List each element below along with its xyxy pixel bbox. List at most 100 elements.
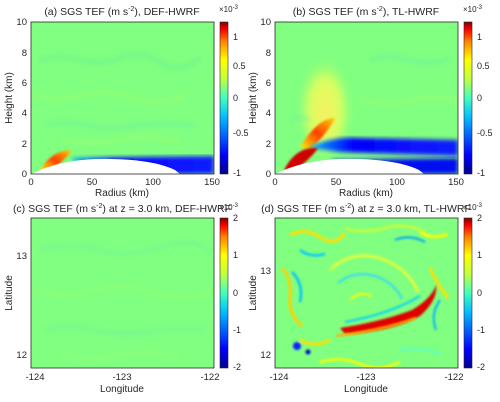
panel-a-ytick: 10 (16, 17, 27, 28)
panel-b-cbar-tick: 0 (477, 93, 482, 103)
panel-b-cbar-tick: 0.5 (477, 61, 490, 71)
panel-b-colorbar-ramp (463, 21, 473, 175)
panel-c-title: (c) SGS TEF (m s-2) at z = 3.0 km, DEF-H… (13, 203, 231, 215)
panel-c-colorbar-exponent: ×10-3 (219, 203, 239, 212)
panel-b-colorbar: ×10-3 1 0.5 0 -0.5 -1 (463, 5, 493, 178)
panel-d-colorbar-exponent: ×10-3 (463, 203, 483, 212)
panel-a-title: (a) SGS TEF (m s-2), DEF-HWRF (44, 6, 199, 18)
panel-b-colorbar-exponent: ×10-3 (463, 5, 483, 14)
panel-c-cbar-tick: 1 (233, 250, 238, 260)
panel-a-terrain (31, 158, 180, 174)
panel-d-eddies (280, 224, 450, 368)
panel-c-colorbar-ramp (219, 217, 229, 369)
panel-d-yticks: 12 13 (260, 266, 271, 361)
panel-b: (b) SGS TEF (m s-2), TL-HWRF 0 2 4 6 8 1… (248, 5, 493, 199)
panel-c-yticks: 12 13 (16, 251, 27, 361)
panel-d-cbar-tick: 1 (477, 250, 482, 260)
panel-a-cbar-tick: 0.5 (233, 61, 246, 71)
panel-c-ytick: 12 (16, 350, 27, 361)
panel-a-colorbar: ×10-3 1 0.5 0 -0.5 -1 (219, 5, 249, 178)
panel-b-cbar-tick: -0.5 (477, 128, 493, 138)
panel-d-ylabel: Latitude (248, 275, 259, 311)
panel-d-xtick: -122 (444, 372, 463, 383)
panel-d-colorbar: ×10-3 2 1 0 -1 -2 (463, 203, 485, 372)
panel-a-xtick: 50 (87, 177, 98, 188)
panel-d-title: (d) SGS TEF (m s-2) at z = 3.0 km, TL-HW… (261, 203, 471, 215)
panel-d-xticks: -124 -123 -122 (269, 372, 463, 383)
panel-b-ytick: 8 (266, 48, 271, 59)
panel-c-xtick: -124 (25, 372, 44, 383)
panel-a-xtick: 100 (145, 177, 161, 188)
panel-a-ytick: 0 (22, 169, 27, 180)
panel-b-xlabel: Radius (km) (339, 188, 393, 199)
panel-d-cbar-tick: -1 (477, 325, 485, 335)
panel-b-positive-max (284, 147, 318, 172)
panel-a-ytick: 8 (22, 48, 27, 59)
panel-a-xtick: 0 (28, 177, 33, 188)
panel-a-colorbar-exponent: ×10-3 (219, 5, 239, 14)
panel-a-ytick: 6 (22, 78, 27, 89)
panel-d: (d) SGS TEF (m s-2) at z = 3.0 km, TL-HW… (248, 203, 485, 395)
panel-d-xlabel: Longitude (344, 384, 388, 395)
panel-c-xtick: -122 (200, 372, 219, 383)
panel-a-ylabel: Height (km) (4, 72, 15, 124)
panel-d-xtick: -124 (269, 372, 288, 383)
panel-d-ytick: 13 (260, 266, 271, 277)
panel-a-xtick: 150 (204, 177, 220, 188)
panel-a-noise (34, 52, 202, 145)
panel-d-rainband-halo (335, 316, 417, 338)
panel-b-ytick: 4 (266, 108, 271, 119)
panel-c-cbar-tick: -2 (233, 362, 241, 372)
panel-a-ytick: 2 (22, 139, 27, 150)
panel-c-ytick: 13 (16, 251, 27, 262)
panel-a-yticks: 0 2 4 6 8 10 (16, 17, 27, 180)
panel-a-ytick: 4 (22, 108, 27, 119)
panel-a-cbar-tick: 0 (233, 93, 238, 103)
panel-b-negative-layer (308, 137, 458, 156)
panel-a-cbar-tick: -1 (233, 168, 241, 178)
panel-c-xtick: -123 (112, 372, 131, 383)
panel-b-plume (297, 45, 353, 155)
panel-d-cbar-tick: 2 (477, 213, 482, 223)
panel-b-xticks: 0 50 100 150 (272, 177, 464, 188)
panel-d-rainband (340, 285, 437, 334)
panel-b-xtick: 100 (389, 177, 405, 188)
panel-d-cbar-tick: 0 (477, 288, 482, 298)
panel-b-noise (289, 54, 458, 122)
panel-b-cbar-tick: -1 (477, 168, 485, 178)
panel-b-xtick: 50 (331, 177, 342, 188)
panel-c-xlabel: Longitude (100, 384, 144, 395)
panel-a-positive-max (40, 150, 72, 172)
panel-b-ytick: 2 (266, 139, 271, 150)
panel-b-ylabel: Height (km) (248, 72, 259, 124)
panel-c-xticks: -124 -123 -122 (25, 372, 219, 383)
panel-b-yticks: 0 2 4 6 8 10 (260, 17, 271, 180)
panel-a: (a) SGS TEF (m s-2), DEF-HWRF 0 2 4 6 8 … (4, 5, 249, 199)
panel-c-texture (34, 240, 214, 360)
panel-d-xtick: -123 (356, 372, 375, 383)
panel-d-field (275, 218, 458, 368)
panel-a-cbar-tick: 1 (233, 32, 238, 42)
panel-a-cbar-tick: -0.5 (233, 128, 249, 138)
panel-b-title: (b) SGS TEF (m s-2), TL-HWRF (293, 6, 439, 18)
panel-c-colorbar: ×10-3 2 1 0 -1 -2 (219, 203, 241, 372)
panel-c-frame (30, 217, 215, 369)
panel-a-colorbar-ramp (219, 21, 229, 175)
panel-d-colorbar-ramp (463, 217, 473, 369)
panel-a-xlabel: Radius (km) (95, 188, 149, 199)
panel-b-xtick: 150 (448, 177, 464, 188)
panel-c-ylabel: Latitude (4, 275, 15, 311)
panel-b-ytick: 6 (266, 78, 271, 89)
panel-a-xticks: 0 50 100 150 (28, 177, 220, 188)
panel-b-frame (274, 21, 459, 175)
panel-b-upper-band (300, 118, 335, 150)
panel-c-cbar-tick: 0 (233, 288, 238, 298)
panel-b-ytick: 0 (266, 169, 271, 180)
panel-d-ytick: 12 (260, 350, 271, 361)
panel-c-cbar-tick: 2 (233, 213, 238, 223)
panel-d-rainband-inner (344, 295, 421, 323)
panel-c: (c) SGS TEF (m s-2) at z = 3.0 km, DEF-H… (4, 203, 241, 395)
panel-a-frame (30, 21, 215, 175)
panel-d-frame (274, 217, 459, 369)
